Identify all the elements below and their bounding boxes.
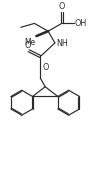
- Text: OH: OH: [75, 19, 87, 28]
- Text: NH: NH: [56, 39, 68, 48]
- Text: O: O: [59, 2, 65, 11]
- Text: O: O: [42, 63, 48, 72]
- Text: O: O: [25, 40, 31, 50]
- Text: Me: Me: [24, 38, 35, 47]
